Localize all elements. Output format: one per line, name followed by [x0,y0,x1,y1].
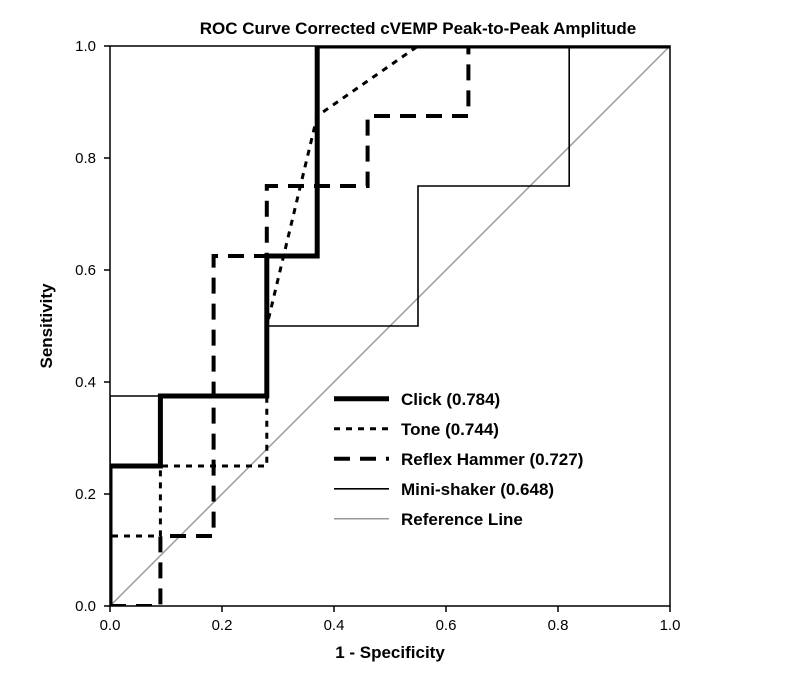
y-tick-label: 0.0 [75,598,96,615]
x-tick-label: 0.8 [548,617,569,634]
roc-chart: 0.00.0 0.2 0.2 0.4 0.4 0.6 0.6 0.8 0.8 1.0 1.0 1 - … [0,0,800,699]
y-axis-label: Sensitivity [37,283,56,369]
x-tick-label: 0.6 [436,617,457,634]
legend-label: Click (0.784) [401,390,500,409]
x-tick-label: 0.0 [100,617,121,634]
y-tick-label: 1.0 [75,38,96,55]
y-tick-label: 0.4 [75,374,96,391]
legend-label: Reference Line [401,510,523,529]
chart-container: { "chart": { "type": "roc-step-line", "t… [0,0,800,699]
x-tick-label: 0.2 [212,617,233,634]
legend-label: Tone (0.744) [401,420,499,439]
y-tick-label: 0.8 [75,150,96,167]
y-tick-label: 0.6 [75,262,96,279]
y-tick-label: 0.2 [75,486,96,503]
legend-label: Reflex Hammer (0.727) [401,450,583,469]
x-axis-label: 1 - Specificity [335,643,445,662]
x-tick-label: 1.0 [660,617,681,634]
chart-title: ROC Curve Corrected cVEMP Peak-to-Peak A… [200,19,636,38]
legend-label: Mini-shaker (0.648) [401,480,554,499]
x-tick-label: 0.4 [324,617,345,634]
